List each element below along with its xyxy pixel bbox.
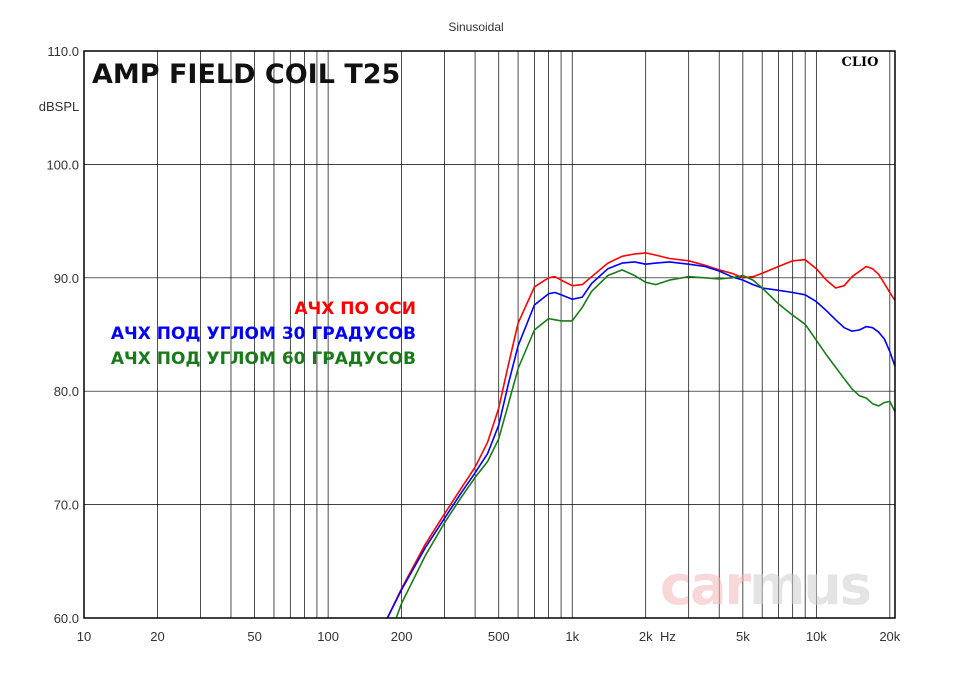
y-tick-label: 110.0 (47, 44, 79, 59)
legend: АЧХ ПО ОСИ АЧХ ПОД УГЛОМ 30 ГРАДУСОВ АЧХ П… (111, 299, 416, 369)
legend-entry-2: АЧХ ПОД УГЛОМ 30 ГРАДУСОВ (111, 324, 416, 344)
x-tick-label: 50 (247, 629, 261, 644)
series-layer (386, 252, 896, 619)
series-line-3 (395, 269, 896, 619)
x-tick-label: 2k (639, 629, 653, 644)
legend-entry-3: АЧХ ПОД УГЛОМ 60 ГРАДУСОВ (111, 349, 416, 369)
plot-frame (83, 50, 896, 619)
x-tick-label: 10k (806, 629, 827, 644)
series-line-1 (386, 252, 896, 619)
x-tick-label: 200 (391, 629, 413, 644)
y-tick-label: 90.0 (54, 271, 79, 286)
chart-subtitle: Sinusoidal (448, 20, 503, 34)
clio-brand: CLIO (842, 55, 879, 70)
y-tick-label: 80.0 (54, 384, 79, 399)
series-line-2 (386, 261, 896, 619)
x-tick-label: 500 (488, 629, 510, 644)
x-tick-label: 20 (150, 629, 164, 644)
svg-text:carmus: carmus (660, 554, 870, 617)
y-tick-label: 70.0 (54, 498, 79, 513)
watermark-part-2: mus (749, 554, 870, 617)
y-axis-label: dBSPL (39, 99, 79, 114)
axis-labels: 110.0 100.0 90.0 80.0 70.0 60.0 10 20 50 100 200 50… (46, 44, 900, 644)
y-tick-label: 100.0 (46, 157, 79, 172)
x-tick-label: 100 (317, 629, 339, 644)
watermark-part-1: car (660, 554, 751, 617)
x-axis-label: Hz (660, 629, 676, 644)
x-tick-label: 20k (879, 629, 900, 644)
chart-title: AMP FIELD COIL T25 (92, 59, 400, 90)
y-tick-label: 60.0 (54, 611, 79, 626)
watermark: carmus (660, 554, 872, 617)
legend-entry-1: АЧХ ПО ОСИ (294, 299, 416, 319)
x-tick-label: 1k (565, 629, 579, 644)
x-tick-label: 5k (736, 629, 750, 644)
x-tick-label: 10 (77, 629, 91, 644)
